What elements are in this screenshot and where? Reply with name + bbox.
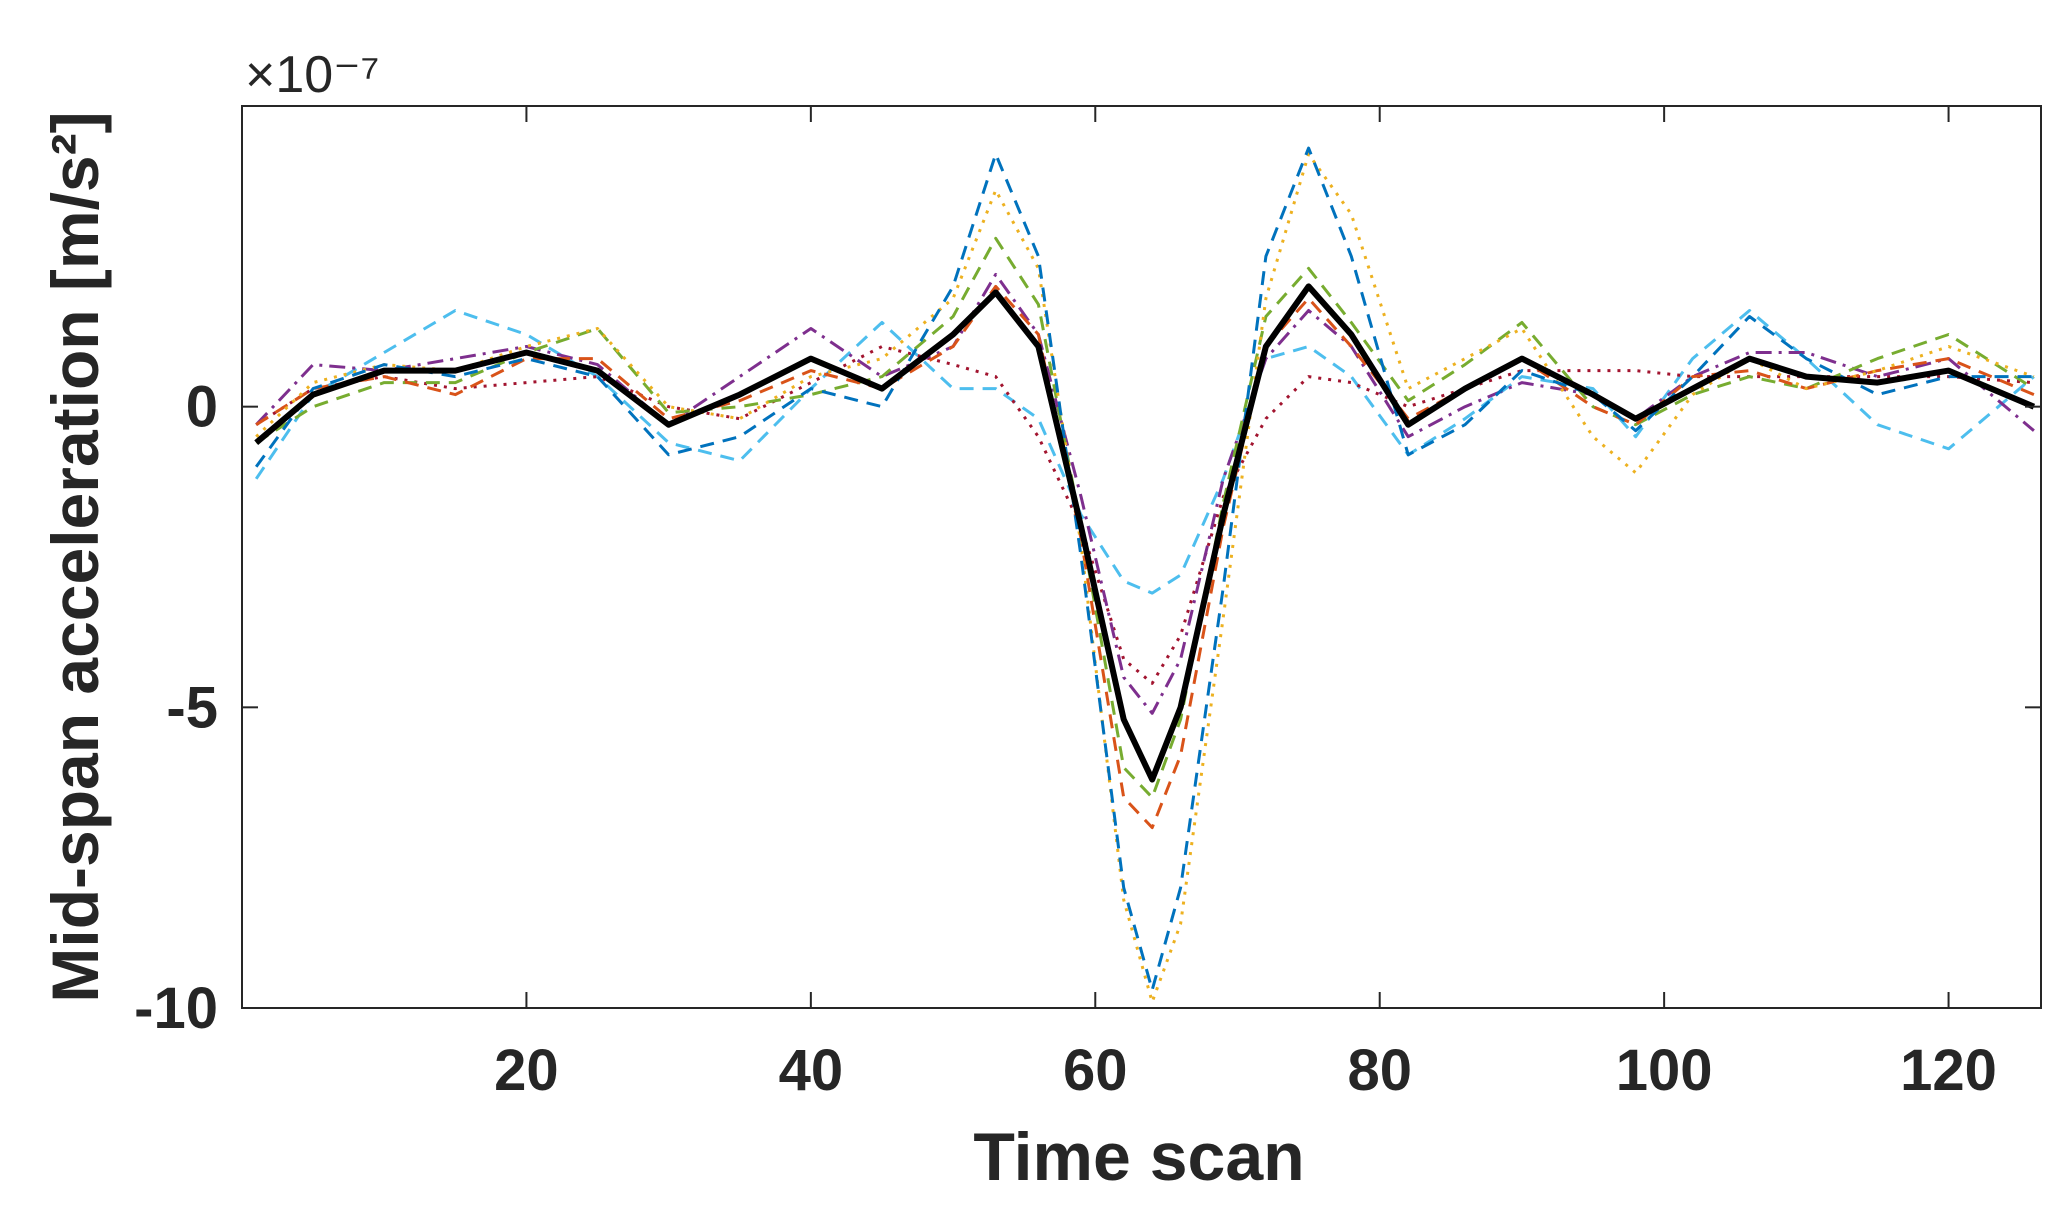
data-line: [255, 236, 2035, 799]
x-tick-label: 20: [494, 1038, 559, 1103]
data-line: [255, 284, 2035, 830]
data-line: [254, 283, 2036, 783]
data-line: [254, 146, 2034, 992]
x-tick-label: 100: [1616, 1038, 1713, 1103]
y-axis-label: Mid-span acceleration [m/s²]: [38, 111, 112, 1002]
data-line: [255, 272, 2035, 715]
y-tick-label: -10: [134, 976, 218, 1041]
y-tick-label: -5: [166, 675, 218, 740]
x-tick-label: 80: [1347, 1038, 1412, 1103]
y-tick-label: 0: [186, 375, 218, 440]
data-line: [255, 152, 2035, 1004]
x-tick-label: 120: [1900, 1038, 1997, 1103]
data-line: [255, 345, 2035, 685]
axes-box: [241, 105, 2042, 1009]
x-tick-label: 40: [779, 1038, 844, 1103]
data-line: [254, 309, 2035, 595]
exponent-label: ×10⁻⁷: [245, 46, 379, 104]
x-tick-label: 60: [1063, 1038, 1128, 1103]
x-axis-label: Time scan: [973, 1119, 1304, 1195]
